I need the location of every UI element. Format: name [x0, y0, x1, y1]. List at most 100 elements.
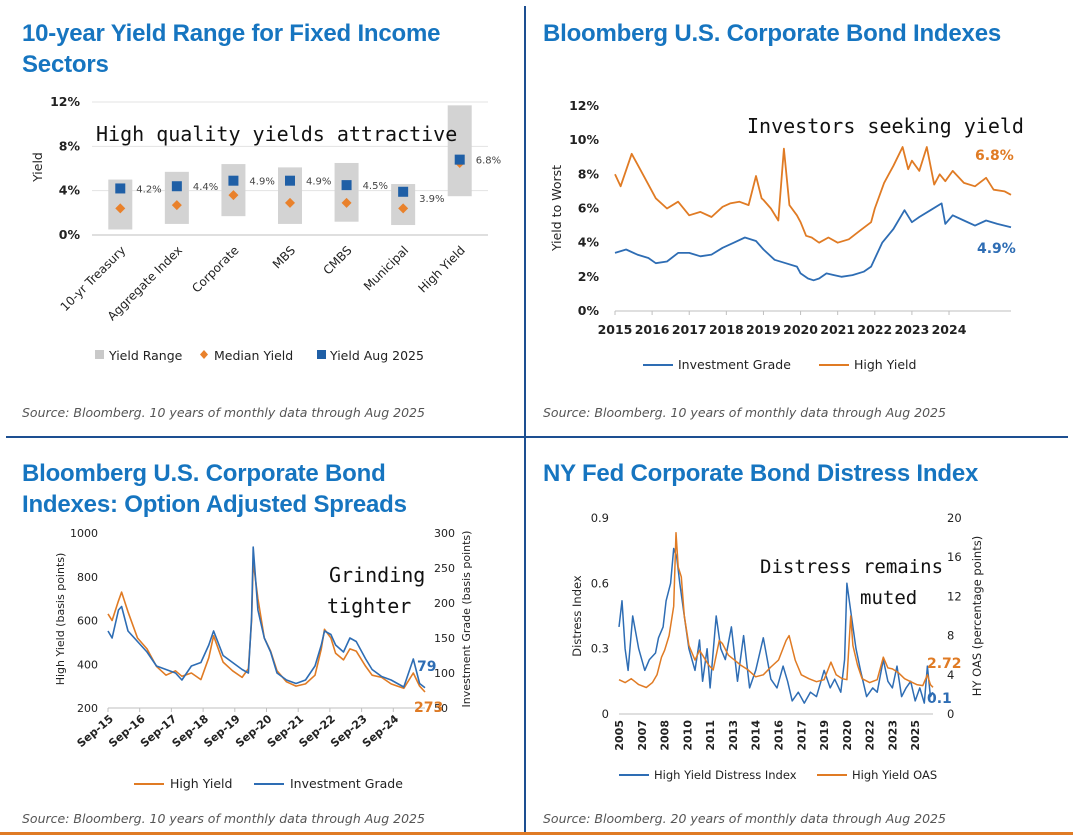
legend-label-high-yield: High Yield [170, 776, 232, 791]
y-tick-label: 8% [578, 166, 600, 181]
median-marker-5 [398, 203, 409, 214]
x-tick-label: 2016 [773, 720, 786, 751]
x-tick-label: 2019 [746, 322, 781, 337]
data-label-1: 4.4% [193, 182, 218, 193]
median-marker-2 [228, 190, 239, 201]
legend-swatch-current [317, 350, 326, 359]
y2-tick-label: 0 [947, 707, 954, 721]
x-tick-label: 2016 [635, 322, 670, 337]
x-tick-label: CMBS [320, 243, 354, 277]
data-label-3: 4.9% [306, 177, 331, 188]
x-tick-label: 2017 [795, 720, 808, 751]
end-label-investment-grade: 4.9% [977, 241, 1016, 257]
median-marker-3 [285, 197, 295, 208]
y-tick-label: 0 [602, 707, 609, 721]
y-tick-label: 200 [77, 702, 98, 715]
y-tick-label: 10% [569, 132, 599, 147]
annotation-line-2: tighter [327, 594, 411, 618]
title-line-2: Indexes: Option Adjusted Spreads [22, 491, 407, 518]
y-tick-label: 0.3 [591, 642, 609, 656]
y2-axis-label: HY OAS (percentage points) [970, 536, 984, 696]
y2-tick-label: 300 [434, 527, 455, 540]
legend-label-distress-index: High Yield Distress Index [654, 768, 797, 782]
bottom-accent-line [0, 832, 1073, 835]
x-tick-label: 2017 [672, 322, 707, 337]
x-tick-label: Corporate [189, 243, 241, 295]
panel-corporate-bond-yields: Bloomberg U.S. Corporate Bond Indexes 0%… [527, 0, 1073, 436]
current-marker-2 [228, 175, 239, 186]
y-tick-label: 400 [77, 658, 98, 671]
series-line-hy-oas [618, 531, 934, 689]
data-label-6: 6.8% [476, 156, 501, 167]
x-tick-label: 2008 [659, 720, 672, 751]
end-label-distress-index: 0.1 [927, 691, 952, 707]
x-tick-label: 2007 [636, 720, 649, 751]
x-tick-label: 2019 [818, 720, 831, 751]
x-tick-label: 2020 [841, 720, 854, 751]
series-line-distress-index [618, 547, 934, 704]
source-note: Source: Bloomberg. 20 years of monthly d… [543, 811, 946, 826]
y2-tick-label: 20 [947, 511, 962, 525]
y-tick-label: 0% [578, 303, 600, 318]
oas-chart: 200400600800100050100150200250300Sep-15S… [54, 527, 473, 791]
y-tick-label: 4% [578, 235, 600, 250]
legend: High Yield Distress Index High Yield OAS [619, 768, 937, 782]
x-tick-label: 2020 [783, 322, 818, 337]
current-marker-6 [454, 154, 465, 165]
y-tick-label: 800 [77, 571, 98, 584]
title-line-2: Sectors [22, 51, 109, 78]
x-tick-label: 2021 [820, 322, 855, 337]
data-label-5: 3.9% [419, 194, 444, 205]
vertical-divider [524, 6, 526, 832]
x-tick-label: 2018 [709, 322, 744, 337]
panel-distress-index: NY Fed Corporate Bond Distress Index 0 0.… [527, 440, 1073, 832]
y-tick-label: 0.9 [591, 511, 609, 525]
x-tick-label: MBS [270, 243, 298, 271]
current-marker-1 [171, 181, 182, 192]
x-tick-label: 2022 [864, 720, 877, 751]
y-tick-label: 0.6 [591, 576, 609, 590]
source-note: Source: Bloomberg. 10 years of monthly d… [22, 811, 425, 826]
legend: Yield Range Median Yield Yield Aug 2025 [95, 348, 424, 363]
y-axis-label: Yield to Worst [549, 165, 564, 252]
y-axis-label: Yield [30, 152, 45, 183]
x-tick-label: 2025 [909, 720, 922, 751]
y2-tick-label: 250 [434, 562, 455, 575]
end-label-hy-oas: 2.72 [927, 656, 962, 672]
median-marker-0 [115, 203, 126, 214]
panel-option-adjusted-spreads: Bloomberg U.S. Corporate Bond Indexes: O… [0, 440, 524, 832]
y2-tick-label: 4 [947, 668, 954, 682]
x-tick-label: 2015 [598, 322, 633, 337]
end-label-high-yield: 6.8% [975, 148, 1014, 164]
panel-title: 10-year Yield Range for Fixed Income Sec… [22, 18, 440, 80]
series-line-investment-grade [107, 546, 426, 689]
panel-yield-range: 10-year Yield Range for Fixed Income Sec… [0, 0, 524, 436]
x-tick-label: Sep-24 [360, 712, 402, 750]
y2-tick-label: 150 [434, 632, 455, 645]
data-label-4: 4.5% [363, 181, 388, 192]
annotation-line-1: Distress remains [760, 556, 943, 578]
source-note: Source: Bloomberg. 10 years of monthly d… [22, 405, 425, 420]
y-tick-label: 1000 [70, 527, 98, 540]
end-label-high-yield: 273 [414, 700, 443, 716]
x-tick-label: 2024 [932, 322, 967, 337]
panel-title: Bloomberg U.S. Corporate Bond Indexes: O… [22, 458, 407, 520]
y-tick-label: 12% [50, 94, 80, 109]
legend-swatch-range [95, 350, 104, 359]
legend-label-range: Yield Range [108, 348, 183, 363]
legend-label-median: Median Yield [214, 348, 293, 363]
legend-label-current: Yield Aug 2025 [329, 348, 424, 363]
annotation-line-2: muted [860, 587, 917, 609]
y-tick-label: 0% [59, 227, 81, 242]
current-marker-0 [115, 183, 126, 194]
x-tick-label: 2011 [704, 720, 717, 751]
y2-tick-label: 8 [947, 629, 954, 643]
x-tick-label: High Yield [416, 243, 468, 295]
median-marker-4 [341, 197, 352, 208]
current-marker-5 [398, 186, 409, 197]
x-tick-label: 2005 [613, 720, 626, 751]
legend-label-investment-grade: Investment Grade [678, 357, 791, 372]
legend-label-high-yield: High Yield [854, 357, 916, 372]
panel-title: Bloomberg U.S. Corporate Bond Indexes [543, 20, 1001, 47]
